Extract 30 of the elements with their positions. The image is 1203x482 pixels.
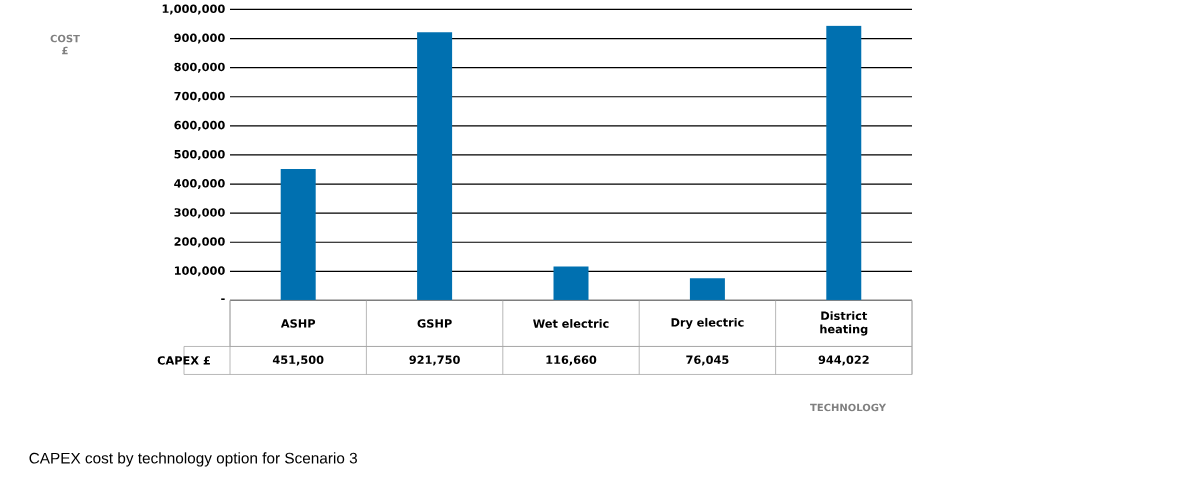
y-tick-label: - bbox=[221, 298, 225, 300]
y-tick-label: 1,000,000 bbox=[162, 4, 225, 15]
data-label: 451,500 bbox=[272, 355, 324, 366]
y-tick-label: 700,000 bbox=[174, 91, 225, 102]
y-tick-label: 400,000 bbox=[174, 178, 225, 189]
y-tick-label: 100,000 bbox=[174, 266, 225, 277]
x-tick-label: District heating bbox=[820, 311, 868, 336]
bar bbox=[826, 25, 862, 301]
data-label: 116,660 bbox=[546, 355, 597, 366]
x-tick-label: GSHP bbox=[417, 318, 452, 328]
y-tick-label: 600,000 bbox=[174, 120, 225, 131]
y-tick-label: 800,000 bbox=[174, 62, 225, 73]
data-label: 76,045 bbox=[686, 355, 729, 366]
bar bbox=[280, 168, 316, 301]
x-tick-label: Wet electric bbox=[533, 318, 609, 328]
text: CAPEX £ bbox=[157, 355, 210, 365]
y-tick-label: 300,000 bbox=[174, 207, 225, 218]
y-tick-label: 900,000 bbox=[174, 33, 225, 44]
data-label: 921,750 bbox=[409, 355, 460, 366]
bar bbox=[553, 266, 589, 301]
bar bbox=[417, 32, 453, 301]
text: CAPEX cost by technology option for Scenario 3 bbox=[29, 452, 357, 467]
text: COST £ bbox=[50, 34, 80, 54]
bar bbox=[689, 278, 725, 301]
x-tick-label: ASHP bbox=[280, 318, 316, 328]
data-label: 944,022 bbox=[818, 355, 869, 366]
y-tick-label: 500,000 bbox=[174, 149, 225, 160]
y-tick-label: 200,000 bbox=[174, 237, 225, 248]
x-tick-label: Dry electric bbox=[671, 317, 744, 329]
text: TECHNOLOGY bbox=[810, 403, 887, 412]
